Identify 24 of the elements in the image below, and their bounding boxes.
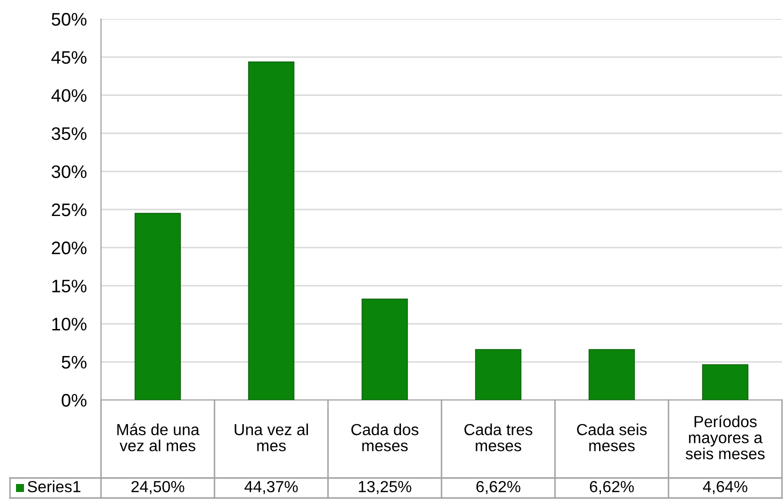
y-tick-label: 10% xyxy=(52,318,86,331)
y-tick-label: 25% xyxy=(52,203,86,216)
y-tick-label: 40% xyxy=(51,89,86,102)
x-tick-label: Períodos mayores a seis meses xyxy=(686,415,765,460)
x-tick-label: Cada tres meses xyxy=(464,424,532,452)
y-tick-label: 20% xyxy=(52,242,86,254)
legend-label: Series1 xyxy=(28,480,80,492)
data-label: 13,25% xyxy=(358,480,412,494)
x-tick-label: Cada dos meses xyxy=(351,424,418,452)
data-label: 24,50% xyxy=(131,480,184,494)
data-label: 4,64% xyxy=(702,480,748,494)
x-tick-label: Una vez al mes xyxy=(234,424,308,452)
y-tick-label: 50% xyxy=(52,12,86,26)
data-label: 6,62% xyxy=(590,480,634,494)
y-tick-label: 5% xyxy=(62,356,86,369)
data-label: 6,62% xyxy=(476,480,520,494)
y-tick-label: 45% xyxy=(51,51,86,64)
data-label: 44,37% xyxy=(244,480,298,494)
y-tick-label: 15% xyxy=(52,280,86,292)
x-tick-label: Más de una vez al mes xyxy=(117,423,200,452)
y-tick-label: 35% xyxy=(52,127,86,140)
y-tick-label: 30% xyxy=(52,165,86,178)
x-tick-label: Cada seis meses xyxy=(577,424,647,452)
y-tick-label: 0% xyxy=(62,394,86,407)
